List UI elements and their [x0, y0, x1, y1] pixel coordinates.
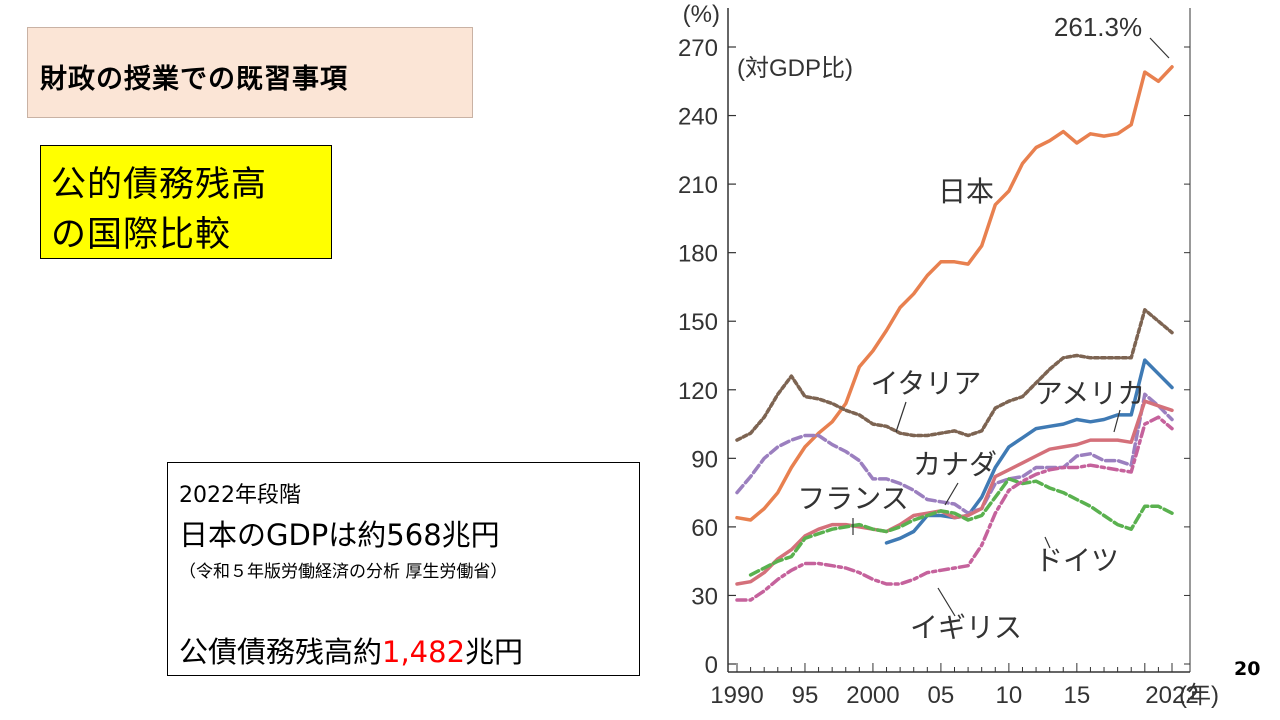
y-tick-label: 270 [678, 35, 718, 62]
series-label-カナダ: カナダ [913, 449, 997, 480]
label-leader-line [895, 401, 907, 433]
info-gdp: 日本のGDPは約568兆円 [179, 518, 500, 552]
topic-box: 公的債務残高 の国際比較 [40, 145, 332, 259]
series-line-日本 [735, 65, 1174, 522]
info-debt-amount: 1,482 [382, 635, 466, 669]
topic-line-2: の国際比較 [51, 215, 232, 255]
info-debt: 公債債務残高約1,482兆円 [179, 629, 523, 671]
x-axis-unit: (年) [1179, 682, 1219, 709]
series-label-イタリア: イタリア [871, 368, 982, 399]
series-label-イギリス: イギリス [910, 612, 1022, 643]
label-leader-line [937, 587, 956, 617]
series-line-ドイツ [748, 477, 1174, 577]
x-tick-label: 1990 [710, 682, 763, 709]
info-source: （令和５年版労働経済の分析 厚生労働省） [179, 562, 508, 582]
series-label-アメリカ: アメリカ [1035, 378, 1146, 409]
series-line-フランス [735, 399, 1174, 586]
series-line-イタリア [735, 308, 1174, 442]
x-tick-label: 95 [792, 682, 819, 709]
y-axis-unit: (%) [683, 1, 720, 28]
annotation-japan-value: 261.3% [1054, 12, 1142, 42]
y-tick-label: 180 [678, 241, 718, 268]
topic-line-1: 公的債務残高 [51, 165, 268, 205]
x-tick-label: 10 [996, 682, 1023, 709]
x-tick-label: 2022 [1145, 682, 1198, 709]
label-leader-line [944, 482, 959, 506]
info-debt-suffix: 兆円 [465, 635, 524, 669]
page-number: 20 [1234, 658, 1261, 680]
series-label-フランス: フランス [797, 483, 908, 514]
info-year: 2022年段階 [179, 483, 301, 508]
label-leader-line [1044, 536, 1051, 549]
y-tick-label: 30 [691, 583, 718, 610]
header-box: 財政の授業での既習事項 [27, 27, 473, 118]
y-tick-label: 150 [678, 309, 718, 336]
label-leader-line [1113, 409, 1121, 433]
header-title: 財政の授業での既習事項 [40, 64, 348, 95]
y-tick-label: 120 [678, 378, 718, 405]
series-line-アメリカ [884, 358, 1174, 545]
y-tick-label: 0 [705, 652, 718, 679]
y-tick-label: 60 [691, 515, 718, 542]
chart-subtitle: (対GDP比) [737, 55, 853, 82]
annotation-leader-line [1149, 37, 1170, 59]
x-tick-label: 2000 [846, 682, 899, 709]
y-tick-label: 90 [691, 446, 718, 473]
x-tick-label: 05 [928, 682, 955, 709]
y-tick-label: 210 [678, 172, 718, 199]
x-tick-label: 15 [1063, 682, 1090, 709]
info-debt-prefix: 公債債務残高約 [179, 635, 383, 669]
series-label-ドイツ: ドイツ [1035, 545, 1119, 576]
series-label-日本: 日本 [938, 176, 994, 207]
series-line-イギリス [735, 415, 1174, 602]
series-line-カナダ [735, 392, 1174, 515]
y-tick-label: 240 [678, 104, 718, 131]
info-box: 2022年段階 日本のGDPは約568兆円 （令和５年版労働経済の分析 厚生労働… [167, 462, 640, 676]
